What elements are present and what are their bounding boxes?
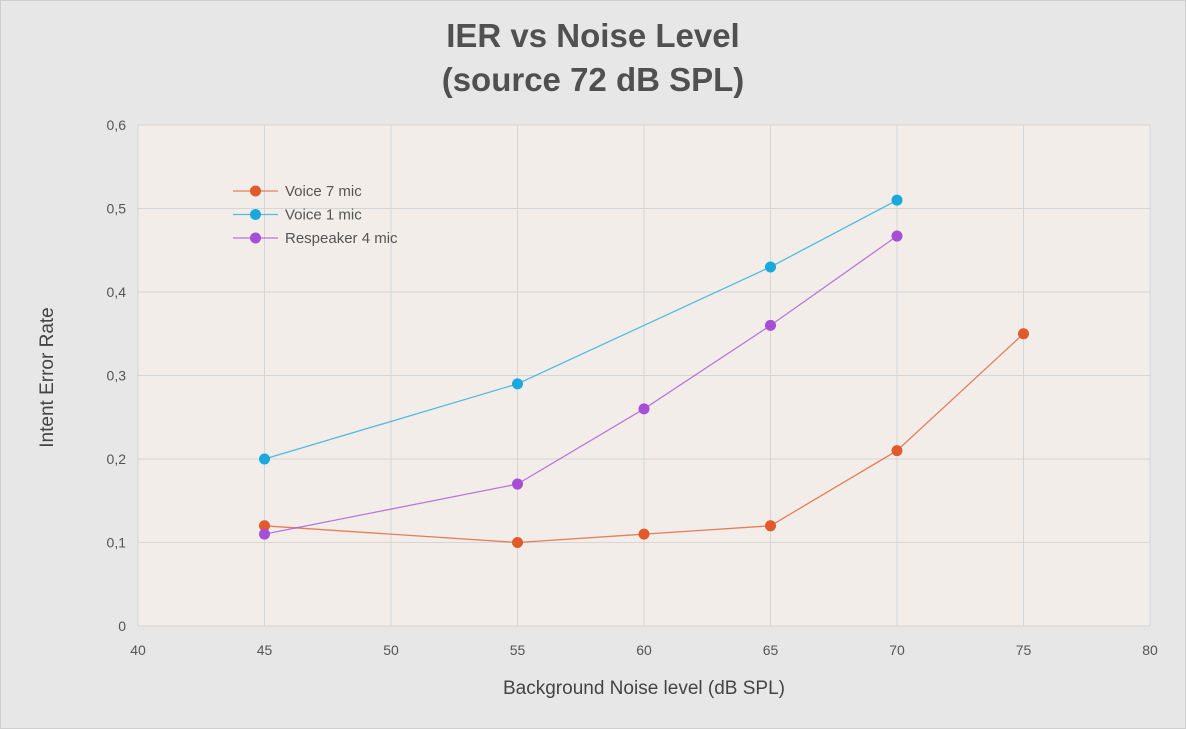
x-tick-label: 65 xyxy=(763,642,779,658)
data-point xyxy=(1018,328,1029,340)
data-point xyxy=(765,319,776,331)
y-tick-label: 0,3 xyxy=(107,368,127,384)
y-tick-label: 0,1 xyxy=(107,535,127,551)
legend-marker xyxy=(250,232,261,244)
y-tick-label: 0,2 xyxy=(107,451,127,467)
legend: Voice 7 mic Voice 1 mic Respeaker 4 mic xyxy=(233,183,398,247)
data-point xyxy=(765,520,776,532)
x-tick-label: 60 xyxy=(636,642,652,658)
chart-title: IER vs Noise Level xyxy=(446,17,740,54)
x-tick-label: 80 xyxy=(1142,642,1158,658)
y-tick-label: 0 xyxy=(118,618,126,634)
x-tick-label: 50 xyxy=(383,642,399,658)
legend-marker xyxy=(250,209,261,220)
data-point xyxy=(891,445,903,457)
chart-subtitle: (source 72 dB SPL) xyxy=(441,61,745,98)
data-point xyxy=(891,194,903,206)
x-axis-title: Background Noise level (dB SPL) xyxy=(503,678,785,699)
legend-item: Respeaker 4 mic xyxy=(233,230,398,247)
data-point xyxy=(512,537,523,548)
y-tick-label: 0,6 xyxy=(107,117,127,133)
series-line xyxy=(264,333,1024,544)
data-point xyxy=(259,528,270,540)
legend-item: Voice 7 mic xyxy=(233,183,362,200)
data-point xyxy=(512,478,523,490)
tick-labels: 40 45 50 55 60 65 70 75 80 0 0,1 0,2 0,3 0,4 0,5 0,6 xyxy=(107,117,1158,658)
data-point xyxy=(638,403,650,415)
x-tick-label: 70 xyxy=(889,642,905,658)
series-2 xyxy=(259,230,903,540)
legend-label: Respeaker 4 mic xyxy=(285,230,398,247)
x-tick-label: 45 xyxy=(257,642,273,658)
y-tick-label: 0,4 xyxy=(107,284,127,300)
series-group xyxy=(259,194,1029,548)
y-axis-title: Intent Error Rate xyxy=(37,307,58,447)
legend-label: Voice 1 mic xyxy=(285,207,362,224)
x-tick-label: 40 xyxy=(130,642,146,658)
y-tick-label: 0,5 xyxy=(107,201,127,217)
data-point xyxy=(891,230,903,242)
chart-title-block: IER vs Noise Level (source 72 dB SPL) xyxy=(0,14,1186,102)
data-point xyxy=(765,261,776,273)
data-point xyxy=(259,453,270,465)
data-point xyxy=(512,378,523,390)
legend-item: Voice 1 mic xyxy=(233,207,362,224)
legend-marker xyxy=(250,185,261,197)
legend-label: Voice 7 mic xyxy=(285,183,362,200)
data-point xyxy=(259,520,270,532)
series-1 xyxy=(259,194,903,465)
x-tick-label: 55 xyxy=(510,642,526,658)
series-0 xyxy=(259,328,1029,548)
x-tick-label: 75 xyxy=(1016,642,1032,658)
series-line xyxy=(264,199,898,460)
data-point xyxy=(638,528,650,540)
grid-lines xyxy=(137,124,1151,627)
